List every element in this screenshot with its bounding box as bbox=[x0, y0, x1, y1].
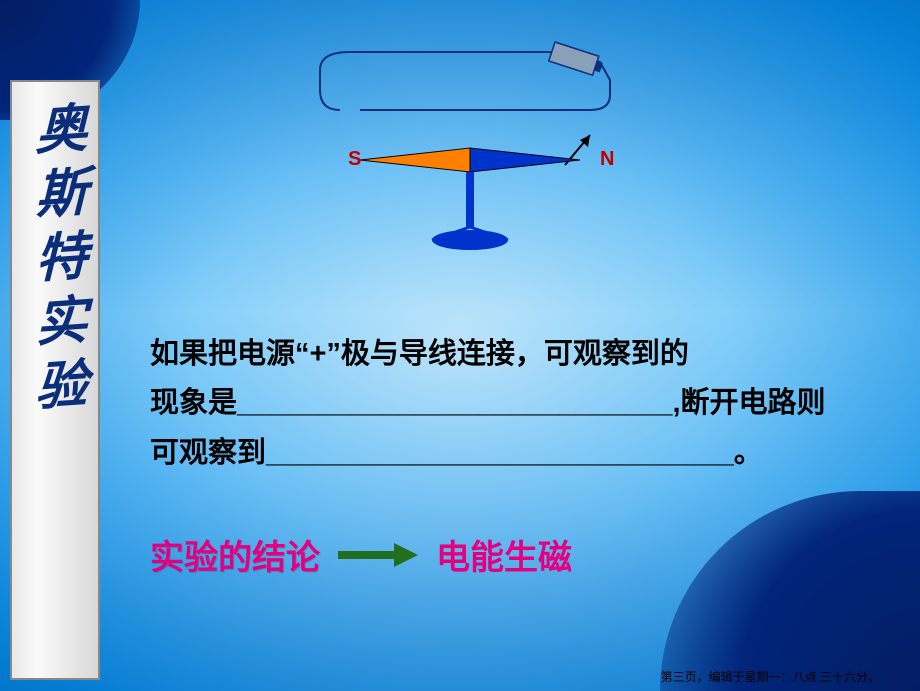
q-line3a: 可观察到 bbox=[150, 437, 266, 469]
conclusion-value: 电能生磁 bbox=[436, 530, 572, 579]
conclusion-label: 实验的结论 bbox=[150, 530, 320, 579]
pole-s-label: S bbox=[348, 148, 361, 171]
q-blank1: ___________________________ bbox=[237, 387, 672, 419]
q-line2a: 现象是 bbox=[150, 387, 237, 419]
conclusion-row: 实验的结论 电能生磁 bbox=[150, 530, 572, 579]
oersted-diagram: S N bbox=[300, 40, 660, 270]
arrow-icon bbox=[338, 543, 418, 567]
pole-n-label: N bbox=[600, 148, 614, 171]
q-line2b: ,断开电路则 bbox=[672, 387, 825, 419]
battery-icon bbox=[549, 42, 605, 77]
sidebar-title: 奥斯特实验 bbox=[18, 99, 93, 424]
compass-icon bbox=[360, 148, 580, 250]
footer-text: 第三页，编辑于星期一：八点 三十六分。 bbox=[661, 668, 880, 685]
sidebar-title-box: 奥斯特实验 bbox=[10, 80, 100, 680]
q-line3b: 。 bbox=[734, 437, 763, 469]
q-line1: 如果把电源“+”极与导线连接，可观察到的 bbox=[150, 338, 689, 370]
q-blank2: _____________________________ bbox=[266, 437, 734, 469]
question-text: 如果把电源“+”极与导线连接，可观察到的 现象是________________… bbox=[150, 330, 890, 478]
